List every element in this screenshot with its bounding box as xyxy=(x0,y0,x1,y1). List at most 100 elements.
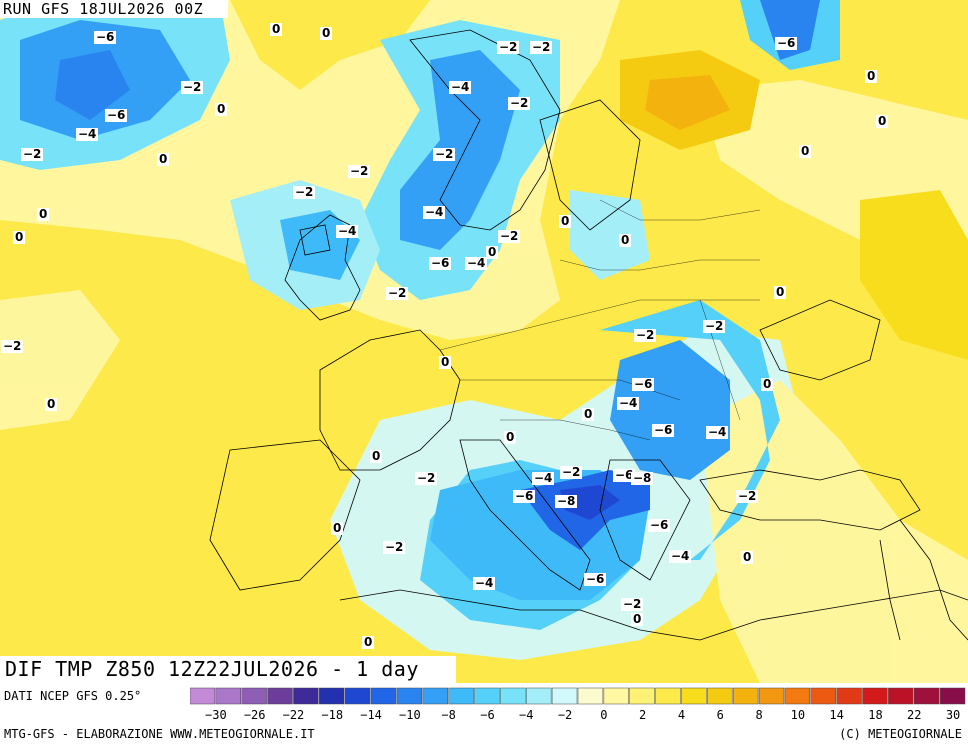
map-canvas xyxy=(0,0,968,683)
colorbar-swatch xyxy=(758,687,785,705)
anomaly-label: 0 xyxy=(331,521,344,535)
anomaly-label: −2 xyxy=(415,471,438,485)
anomaly-label: −4 xyxy=(336,224,359,238)
anomaly-label: −2 xyxy=(736,489,759,503)
anomaly-label: −6 xyxy=(429,256,452,270)
colorbar-swatch xyxy=(577,687,604,705)
colorbar-swatch xyxy=(319,687,345,705)
anomaly-field-deepblue xyxy=(55,50,650,550)
colorbar-swatch xyxy=(190,687,216,705)
colorbar-tick-label: 10 xyxy=(790,708,806,722)
colorbar-tick-label: −14 xyxy=(360,708,382,722)
anomaly-label: −2 xyxy=(433,147,456,161)
anomaly-label: −2 xyxy=(497,40,520,54)
anomaly-label: −4 xyxy=(423,205,446,219)
anomaly-label: −2 xyxy=(1,339,24,353)
anomaly-label: −2 xyxy=(383,540,406,554)
anomaly-label: 0 xyxy=(631,612,644,626)
data-source-label: DATI NCEP GFS 0.25° xyxy=(4,689,142,703)
anomaly-label: −4 xyxy=(449,80,472,94)
anomaly-label: −6 xyxy=(648,518,671,532)
anomaly-label: 0 xyxy=(865,69,878,83)
colorbar-swatch xyxy=(422,687,448,705)
anomaly-map: −6 0 0 −2 −2 −6 −2 0 −6 −4 −2 0 0 −4 −2 0 −2 −2 0 −2 0 −4 0 0 −4… xyxy=(0,0,968,683)
colorbar-swatch xyxy=(474,687,500,705)
anomaly-label: 0 xyxy=(761,377,774,391)
anomaly-label: −2 xyxy=(386,286,409,300)
anomaly-label: −4 xyxy=(617,396,640,410)
colorbar xyxy=(190,687,966,705)
coastlines xyxy=(209,29,968,641)
colorbar-swatch xyxy=(370,687,397,705)
anomaly-label: −4 xyxy=(465,256,488,270)
colorbar-tick-label: −26 xyxy=(243,708,266,722)
anomaly-label: −4 xyxy=(532,471,555,485)
colorbar-tick-label: −4 xyxy=(519,708,534,722)
colorbar-swatch xyxy=(862,687,888,705)
anomaly-label: −6 xyxy=(584,572,607,586)
credit-left: MTG-GFS - ELABORAZIONE WWW.METEOGIORNALE… xyxy=(4,727,315,741)
anomaly-label: −6 xyxy=(652,423,675,437)
colorbar-tick-label: −8 xyxy=(441,708,456,722)
colorbar-tick-label: 22 xyxy=(907,708,922,722)
colorbar-swatch xyxy=(396,687,423,705)
anomaly-label: −2 xyxy=(530,40,553,54)
colorbar-tick-label: −10 xyxy=(399,708,421,722)
colorbar-tick-label: −6 xyxy=(480,708,495,722)
anomaly-label: 0 xyxy=(619,233,632,247)
anomaly-label: 0 xyxy=(741,550,754,564)
colorbar-tick-label: 4 xyxy=(677,708,686,722)
anomaly-label: −2 xyxy=(508,96,531,110)
colorbar-swatch xyxy=(655,687,681,705)
colorbar-swatch xyxy=(500,687,526,705)
anomaly-label: −6 xyxy=(775,36,798,50)
anomaly-label: −8 xyxy=(555,494,578,508)
anomaly-label: −2 xyxy=(293,185,316,199)
colorbar-swatch xyxy=(836,687,862,705)
anomaly-label: −2 xyxy=(560,465,583,479)
anomaly-label: −4 xyxy=(669,549,692,563)
anomaly-label: 0 xyxy=(45,397,58,411)
anomaly-field-warm xyxy=(620,50,968,360)
colorbar-tick-label: −22 xyxy=(282,708,305,722)
colorbar-swatch xyxy=(810,687,836,705)
anomaly-label: −2 xyxy=(348,164,371,178)
colorbar-tick-label: 14 xyxy=(829,708,844,722)
colorbar-swatch xyxy=(914,687,940,705)
colorbar-tick-label: −2 xyxy=(557,708,573,722)
colorbar-swatch xyxy=(448,687,474,705)
anomaly-label: 0 xyxy=(320,26,333,40)
colorbar-tick-label: −18 xyxy=(321,708,344,722)
colorbar-tick-label: 30 xyxy=(945,708,961,722)
colorbar-swatch xyxy=(241,687,267,705)
colorbar-swatch xyxy=(681,687,707,705)
colorbar-swatch xyxy=(784,687,811,705)
anomaly-label: 0 xyxy=(270,22,283,36)
anomaly-label: −6 xyxy=(632,377,655,391)
colorbar-swatch xyxy=(888,687,914,705)
anomaly-label: 0 xyxy=(215,102,228,116)
colorbar-swatch xyxy=(707,687,733,705)
colorbar-tick-label: 2 xyxy=(639,708,647,722)
anomaly-label: −4 xyxy=(473,576,496,590)
colorbar-tick-label: 6 xyxy=(716,708,724,722)
anomaly-label: −2 xyxy=(181,80,204,94)
colorbar-tick-label: 18 xyxy=(868,708,883,722)
anomaly-label: 0 xyxy=(876,114,889,128)
anomaly-label: 0 xyxy=(157,152,170,166)
anomaly-label: −4 xyxy=(706,425,729,439)
colorbar-swatch xyxy=(629,687,655,705)
anomaly-label: −6 xyxy=(94,30,117,44)
anomaly-label: 0 xyxy=(774,285,787,299)
map-title: DIF TMP Z850 12Z22JUL2026 - 1 day xyxy=(0,656,456,683)
anomaly-label: 0 xyxy=(13,230,26,244)
colorbar-swatch xyxy=(344,687,371,705)
anomaly-label: 0 xyxy=(582,407,595,421)
anomaly-label: −2 xyxy=(498,229,521,243)
anomaly-label: 0 xyxy=(439,355,452,369)
anomaly-label: 0 xyxy=(486,245,499,259)
anomaly-label: −2 xyxy=(621,597,644,611)
anomaly-label: 0 xyxy=(362,635,375,649)
colorbar-tick-label: 0 xyxy=(600,708,608,722)
colorbar-swatch xyxy=(215,687,241,705)
